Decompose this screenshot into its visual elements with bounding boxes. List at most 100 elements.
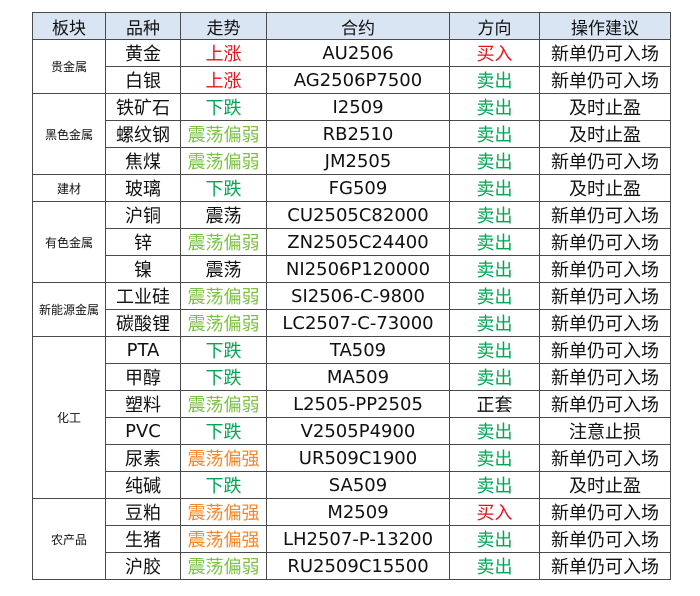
variety-cell: PTA [105, 336, 181, 364]
advice-cell: 新单仍可入场 [539, 309, 671, 337]
direction-cell: 卖出 [449, 66, 540, 94]
variety-cell: 尿素 [105, 444, 181, 472]
sector-cell: 化工 [32, 336, 106, 499]
variety-cell: 塑料 [105, 390, 181, 418]
advice-cell: 新单仍可入场 [539, 498, 671, 526]
contract-cell: AG2506P7500 [266, 66, 450, 94]
direction-cell: 卖出 [449, 336, 540, 364]
variety-cell: 白银 [105, 66, 181, 94]
variety-cell: 沪胶 [105, 552, 181, 580]
direction-cell: 卖出 [449, 417, 540, 445]
direction-cell: 卖出 [449, 228, 540, 256]
advice-cell: 及时止盈 [539, 174, 671, 202]
header-sector: 板块 [32, 12, 106, 40]
contract-cell: M2509 [266, 498, 450, 526]
advice-cell: 新单仍可入场 [539, 255, 671, 283]
advice-cell: 新单仍可入场 [539, 444, 671, 472]
contract-cell: MA509 [266, 363, 450, 391]
contract-cell: UR509C1900 [266, 444, 450, 472]
direction-cell: 卖出 [449, 93, 540, 121]
variety-cell: 铁矿石 [105, 93, 181, 121]
variety-cell: PVC [105, 417, 181, 445]
direction-cell: 卖出 [449, 363, 540, 391]
sector-cell: 黑色金属 [32, 93, 106, 175]
variety-cell: 锌 [105, 228, 181, 256]
variety-cell: 螺纹钢 [105, 120, 181, 148]
direction-cell: 买入 [449, 39, 540, 67]
trend-cell: 下跌 [180, 336, 267, 364]
advice-cell: 注意止损 [539, 417, 671, 445]
variety-cell: 生猪 [105, 525, 181, 553]
trend-cell: 震荡 [180, 255, 267, 283]
trend-cell: 震荡偏弱 [180, 120, 267, 148]
variety-cell: 纯碱 [105, 471, 181, 499]
table-body: 贵金属 黄金 上涨 AU2506 买入 新单仍可入场 白银 上涨 AG2506P7500 卖出 新单… [32, 39, 671, 580]
direction-cell: 卖出 [449, 552, 540, 580]
strategy-table: 板块 品种 走势 合约 方向 操作建议 贵金属 黄金 上涨 AU2506 买入 新单仍可入… [32, 12, 671, 580]
contract-cell: NI2506P120000 [266, 255, 450, 283]
table-row: 纯碱 下跌 SA509 卖出 及时止盈 [33, 471, 671, 499]
variety-cell: 焦煤 [105, 147, 181, 175]
sector-cell: 农产品 [32, 498, 106, 580]
advice-cell: 新单仍可入场 [539, 201, 671, 229]
contract-cell: I2509 [266, 93, 450, 121]
contract-cell: CU2505C82000 [266, 201, 450, 229]
trend-cell: 上涨 [180, 39, 267, 67]
variety-cell: 工业硅 [105, 282, 181, 310]
advice-cell: 新单仍可入场 [539, 525, 671, 553]
sector-cell: 新能源金属 [32, 282, 106, 337]
trend-cell: 震荡 [180, 201, 267, 229]
trend-cell: 震荡偏弱 [180, 309, 267, 337]
trend-cell: 震荡偏弱 [180, 228, 267, 256]
direction-cell: 卖出 [449, 309, 540, 337]
advice-cell: 新单仍可入场 [539, 363, 671, 391]
variety-cell: 镍 [105, 255, 181, 283]
trend-cell: 震荡偏强 [180, 525, 267, 553]
advice-cell: 新单仍可入场 [539, 390, 671, 418]
advice-cell: 新单仍可入场 [539, 39, 671, 67]
header-variety: 品种 [105, 12, 181, 40]
table-row: 有色金属 沪铜 震荡 CU2505C82000 卖出 新单仍可入场 [32, 201, 671, 283]
header-advice: 操作建议 [539, 12, 671, 40]
trend-cell: 下跌 [180, 363, 267, 391]
variety-cell: 甲醇 [105, 363, 181, 391]
direction-cell: 正套 [449, 390, 540, 418]
table-row: 黑色金属 铁矿石 下跌 I2509 卖出 及时止盈 [32, 93, 671, 175]
trend-cell: 震荡偏弱 [180, 282, 267, 310]
contract-cell: TA509 [266, 336, 450, 364]
contract-cell: RU2509C15500 [266, 552, 450, 580]
direction-cell: 卖出 [449, 120, 540, 148]
sector-cell: 有色金属 [32, 201, 106, 283]
trend-cell: 震荡偏弱 [180, 147, 267, 175]
variety-cell: 黄金 [105, 39, 181, 67]
direction-cell: 卖出 [449, 147, 540, 175]
direction-cell: 卖出 [449, 255, 540, 283]
direction-cell: 卖出 [449, 471, 540, 499]
contract-cell: FG509 [266, 174, 450, 202]
table-row: 沪胶 震荡偏弱 RU2509C15500 卖出 新单仍可入场 [33, 552, 671, 580]
trend-cell: 下跌 [180, 174, 267, 202]
contract-cell: AU2506 [266, 39, 450, 67]
header-direction: 方向 [449, 12, 540, 40]
advice-cell: 新单仍可入场 [539, 552, 671, 580]
trend-cell: 下跌 [180, 471, 267, 499]
advice-cell: 及时止盈 [539, 120, 671, 148]
advice-cell: 新单仍可入场 [539, 282, 671, 310]
variety-cell: 豆粕 [105, 498, 181, 526]
variety-cell: 玻璃 [105, 174, 181, 202]
contract-cell: LC2507-C-73000 [266, 309, 450, 337]
advice-cell: 新单仍可入场 [539, 66, 671, 94]
contract-cell: LH2507-P-13200 [266, 525, 450, 553]
table-row: 螺纹钢 震荡偏弱 RB2510 卖出 及时止盈 [33, 120, 671, 148]
contract-cell: SI2506-C-9800 [266, 282, 450, 310]
contract-cell: JM2505 [266, 147, 450, 175]
table-row: 生猪 震荡偏强 LH2507-P-13200 卖出 新单仍可入场 [33, 525, 671, 553]
variety-cell: 碳酸锂 [105, 309, 181, 337]
header-row: 板块 品种 走势 合约 方向 操作建议 [32, 12, 671, 40]
table-row: 塑料 震荡偏弱 L2505-PP2505 正套 新单仍可入场 [33, 390, 671, 418]
direction-cell: 卖出 [449, 201, 540, 229]
trend-cell: 震荡偏弱 [180, 390, 267, 418]
header-trend: 走势 [180, 12, 267, 40]
header-contract: 合约 [266, 12, 450, 40]
direction-cell: 卖出 [449, 282, 540, 310]
